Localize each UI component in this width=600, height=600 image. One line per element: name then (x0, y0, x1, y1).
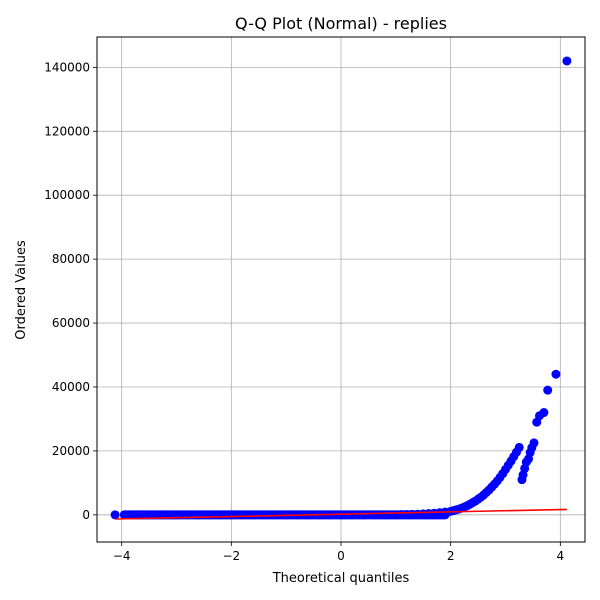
y-tick-label: 60000 (52, 316, 90, 330)
x-tick-label: −4 (113, 549, 131, 563)
y-tick-label: 140000 (44, 60, 90, 74)
qq-point (543, 385, 553, 395)
y-tick-label: 100000 (44, 188, 90, 202)
qq-point (380, 510, 390, 520)
chart-title: Q-Q Plot (Normal) - replies (235, 14, 447, 33)
qq-point (259, 510, 269, 520)
y-axis-ticks: 0 20000 40000 60000 80000 100000 120000 140000 (44, 60, 97, 522)
qq-point (237, 510, 247, 520)
qq-point (215, 510, 225, 520)
qq-point (562, 56, 572, 66)
y-axis-label: Ordered Values (14, 240, 29, 340)
qq-point (110, 510, 120, 520)
x-axis-ticks: −4 −2 0 2 4 (113, 542, 564, 563)
y-tick-label: 40000 (52, 380, 90, 394)
qq-point (551, 369, 561, 379)
qq-point (204, 510, 214, 520)
fit-line (115, 508, 567, 520)
y-tick-label: 20000 (52, 444, 90, 458)
qq-point (539, 408, 549, 418)
qq-point (358, 510, 368, 520)
qq-point (226, 510, 236, 520)
qq-point (347, 510, 357, 520)
x-tick-label: 2 (447, 549, 455, 563)
x-tick-label: 4 (557, 549, 565, 563)
x-tick-label: 0 (337, 549, 345, 563)
qq-point (529, 438, 539, 448)
y-tick-label: 80000 (52, 252, 90, 266)
x-axis-label: Theoretical quantiles (272, 571, 410, 586)
y-tick-label: 0 (82, 508, 90, 522)
data-marks (110, 56, 572, 520)
qq-point (514, 442, 524, 452)
qq-point (369, 510, 379, 520)
x-tick-label: −2 (222, 549, 240, 563)
qq-point (248, 510, 258, 520)
y-tick-label: 120000 (44, 124, 90, 138)
